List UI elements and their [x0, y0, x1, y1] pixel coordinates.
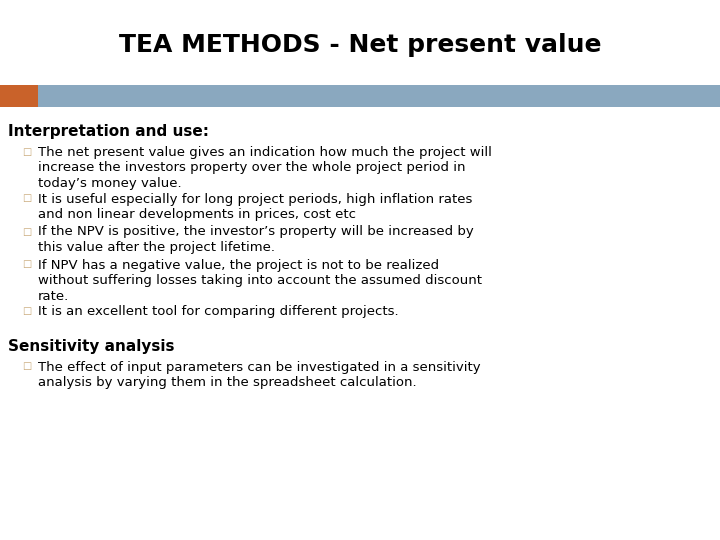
- Text: The effect of input parameters can be investigated in a sensitivity
analysis by : The effect of input parameters can be in…: [38, 361, 481, 389]
- Text: It is an excellent tool for comparing different projects.: It is an excellent tool for comparing di…: [38, 305, 399, 318]
- Text: □: □: [22, 226, 31, 237]
- Text: □: □: [22, 193, 31, 204]
- Text: If NPV has a negative value, the project is not to be realized
without suffering: If NPV has a negative value, the project…: [38, 259, 482, 302]
- Text: Sensitivity analysis: Sensitivity analysis: [8, 339, 174, 354]
- Text: □: □: [22, 147, 31, 157]
- Text: The net present value gives an indication how much the project will
increase the: The net present value gives an indicatio…: [38, 146, 492, 190]
- Text: If the NPV is positive, the investor’s property will be increased by
this value : If the NPV is positive, the investor’s p…: [38, 226, 474, 254]
- Text: Interpretation and use:: Interpretation and use:: [8, 124, 209, 139]
- Text: It is useful especially for long project periods, high inflation rates
and non l: It is useful especially for long project…: [38, 192, 472, 221]
- Bar: [0, 85, 38, 107]
- Text: □: □: [22, 306, 31, 316]
- Text: □: □: [22, 260, 31, 269]
- Text: □: □: [22, 361, 31, 372]
- Text: TEA METHODS - Net present value: TEA METHODS - Net present value: [119, 33, 601, 57]
- Bar: [38, 85, 720, 107]
